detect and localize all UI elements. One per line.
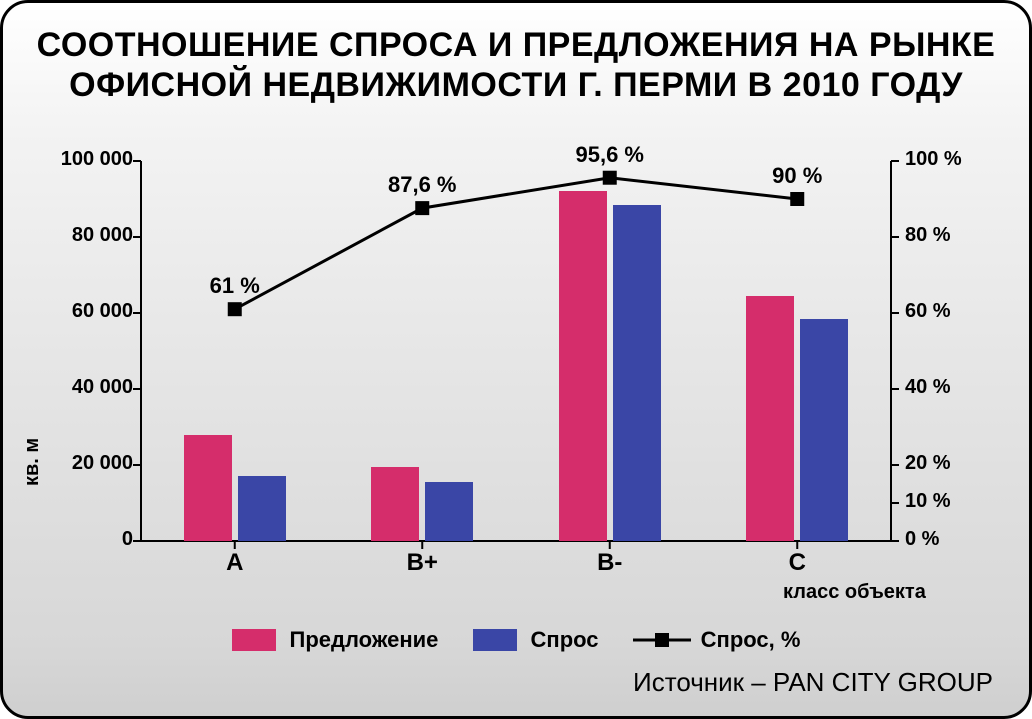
y2-tick-0: 0 % (905, 528, 939, 551)
y2-tick-3: 40 % (905, 376, 951, 399)
legend-swatch-demand (473, 629, 517, 651)
title-line-2: ОФИСНОЙ НЕДВИЖИМОСТИ Г. ПЕРМИ В 2010 ГОД… (69, 66, 963, 104)
y1-tick-0: 0 (43, 528, 133, 551)
y2-tick-6: 100 % (905, 148, 962, 171)
y1-axis-title: кв. м (21, 438, 44, 486)
legend-item-offer: Предложение (232, 627, 439, 653)
legend-item-pct: Спрос, % (633, 627, 801, 653)
legend-label-offer: Предложение (290, 627, 439, 653)
legend-item-demand: Спрос (473, 627, 599, 653)
pct-label: 95,6 % (576, 142, 645, 168)
plot-area: 61 %87,6 %95,6 %90 % (141, 161, 891, 541)
category-label: A (226, 549, 243, 577)
category-label: B+ (407, 549, 438, 577)
y1-tick-1: 20 000 (43, 452, 133, 475)
category-label: C (789, 549, 806, 577)
y1-tick-3: 60 000 (43, 300, 133, 323)
y2-tick-5: 80 % (905, 224, 951, 247)
source-attribution: Источник – PAN CITY GROUP (633, 667, 993, 698)
chart-title: СООТНОШЕНИЕ СПРОСА И ПРЕДЛОЖЕНИЯ НА РЫНК… (33, 25, 999, 105)
chart-frame: СООТНОШЕНИЕ СПРОСА И ПРЕДЛОЖЕНИЯ НА РЫНК… (0, 0, 1032, 719)
title-line-1: СООТНОШЕНИЕ СПРОСА И ПРЕДЛОЖЕНИЯ НА РЫНК… (37, 26, 996, 64)
y2-tick-4: 60 % (905, 300, 951, 323)
y1-tick-2: 40 000 (43, 376, 133, 399)
legend-label-demand: Спрос (531, 627, 599, 653)
legend: Предложение Спрос Спрос, % (3, 627, 1029, 657)
legend-swatch-pct (633, 629, 691, 651)
y2-tick-1: 10 % (905, 490, 951, 513)
y2-tick-2: 20 % (905, 452, 951, 475)
x-axis-title: класс объекта (783, 581, 926, 604)
legend-label-pct: Спрос, % (701, 627, 801, 653)
pct-label: 61 % (210, 273, 260, 299)
y1-tick-5: 100 000 (43, 148, 133, 171)
category-label: B- (597, 549, 622, 577)
y1-tick-4: 80 000 (43, 224, 133, 247)
pct-label: 90 % (772, 163, 822, 189)
line-svg (141, 161, 891, 541)
pct-label: 87,6 % (388, 172, 457, 198)
plot-region: кв. м 0 20 000 40 000 60 000 80 000 100 … (3, 141, 1032, 571)
legend-swatch-offer (232, 629, 276, 651)
